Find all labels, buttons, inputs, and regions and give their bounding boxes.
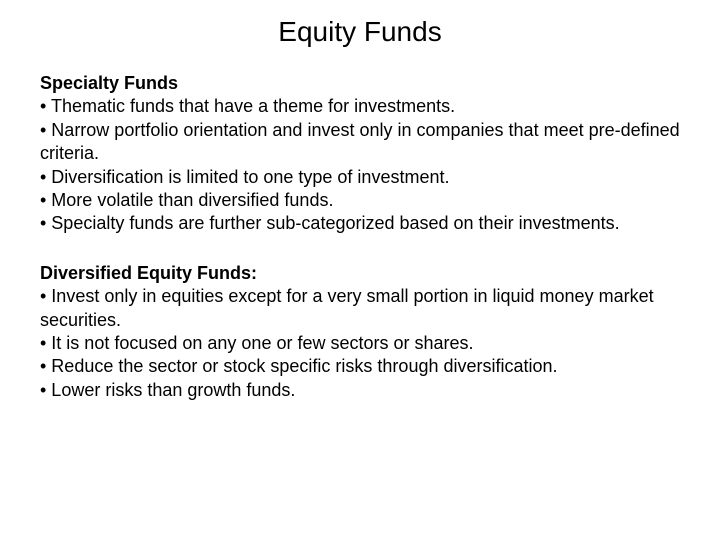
diversified-bullet: • Lower risks than growth funds. <box>40 379 680 402</box>
diversified-bullet: • Invest only in equities except for a v… <box>40 285 680 332</box>
diversified-heading: Diversified Equity Funds: <box>40 262 680 285</box>
specialty-bullet: • More volatile than diversified funds. <box>40 189 680 212</box>
specialty-bullet: • Narrow portfolio orientation and inves… <box>40 119 680 166</box>
page-title: Equity Funds <box>40 16 680 48</box>
specialty-heading: Specialty Funds <box>40 72 680 95</box>
specialty-bullet: • Specialty funds are further sub-catego… <box>40 212 680 235</box>
specialty-bullet: • Diversification is limited to one type… <box>40 166 680 189</box>
section-diversified: Diversified Equity Funds: • Invest only … <box>40 262 680 402</box>
section-divider <box>40 236 680 262</box>
section-specialty: Specialty Funds • Thematic funds that ha… <box>40 72 680 236</box>
diversified-bullet: • Reduce the sector or stock specific ri… <box>40 355 680 378</box>
specialty-bullet: • Thematic funds that have a theme for i… <box>40 95 680 118</box>
diversified-bullet: • It is not focused on any one or few se… <box>40 332 680 355</box>
